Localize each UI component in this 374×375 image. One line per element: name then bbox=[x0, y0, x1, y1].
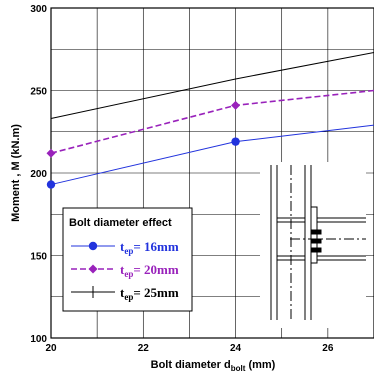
y-axis-label: Moment , M (kN.m) bbox=[10, 124, 22, 222]
x-axis-label-sub: bolt bbox=[231, 364, 246, 373]
y-tick-label: 200 bbox=[30, 169, 47, 180]
y-tick-label: 250 bbox=[30, 87, 47, 98]
y-tick-label: 300 bbox=[30, 4, 47, 15]
legend-box bbox=[62, 207, 193, 312]
x-tick-label: 20 bbox=[45, 343, 57, 354]
legend-label: tep= 25mm bbox=[120, 285, 179, 302]
y-tick-label: 100 bbox=[30, 334, 47, 345]
series-line-1 bbox=[50, 89, 374, 154]
data-point bbox=[88, 241, 98, 251]
x-axis-label-unit: (mm) bbox=[245, 359, 275, 371]
x-tick-label: 24 bbox=[230, 343, 242, 354]
legend-title: Bolt diameter effect bbox=[69, 217, 172, 229]
legend-item: tep= 20mm bbox=[71, 262, 179, 279]
legend-label: tep= 20mm bbox=[120, 262, 179, 279]
data-point bbox=[231, 100, 241, 110]
data-point bbox=[46, 148, 56, 158]
x-axis-label-main: Bolt diameter d bbox=[151, 359, 231, 371]
legend-items: tep= 16mm tep= 20mm tep= 25mm bbox=[71, 239, 179, 302]
data-point bbox=[231, 137, 240, 146]
legend-item: tep= 16mm bbox=[71, 239, 179, 256]
legend-item: tep= 25mm bbox=[71, 285, 179, 302]
legend-label: tep= 16mm bbox=[120, 239, 179, 256]
x-tick-label: 26 bbox=[322, 343, 334, 354]
data-point bbox=[46, 180, 56, 189]
plot-frame bbox=[50, 7, 374, 339]
data-point bbox=[88, 264, 98, 274]
y-tick-label: 150 bbox=[30, 252, 47, 263]
series-line-2 bbox=[50, 52, 374, 120]
ticks: 20 22 24 26 100 150 200 250 300 bbox=[30, 4, 334, 354]
series-layer bbox=[46, 52, 374, 189]
x-axis-label: Bolt diameter dbolt (mm) bbox=[151, 359, 276, 373]
x-tick-label: 22 bbox=[138, 343, 150, 354]
end-plate-connection-diagram-icon bbox=[260, 162, 366, 328]
